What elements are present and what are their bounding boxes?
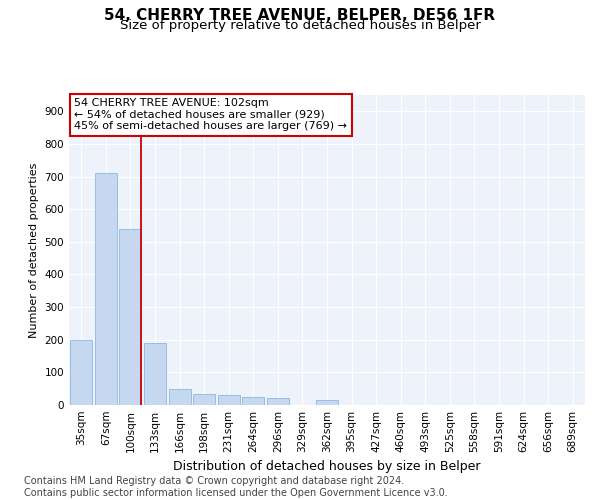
Text: Contains HM Land Registry data © Crown copyright and database right 2024.
Contai: Contains HM Land Registry data © Crown c… bbox=[24, 476, 448, 498]
Bar bbox=[218, 395, 240, 405]
Bar bbox=[169, 388, 191, 405]
Bar bbox=[95, 174, 117, 405]
Bar bbox=[144, 343, 166, 405]
Text: 54, CHERRY TREE AVENUE, BELPER, DE56 1FR: 54, CHERRY TREE AVENUE, BELPER, DE56 1FR bbox=[104, 8, 496, 22]
Text: Size of property relative to detached houses in Belper: Size of property relative to detached ho… bbox=[119, 19, 481, 32]
Bar bbox=[193, 394, 215, 405]
Bar bbox=[242, 397, 265, 405]
Bar bbox=[267, 398, 289, 405]
Bar bbox=[119, 229, 142, 405]
Bar bbox=[70, 340, 92, 405]
X-axis label: Distribution of detached houses by size in Belper: Distribution of detached houses by size … bbox=[173, 460, 481, 473]
Text: 54 CHERRY TREE AVENUE: 102sqm
← 54% of detached houses are smaller (929)
45% of : 54 CHERRY TREE AVENUE: 102sqm ← 54% of d… bbox=[74, 98, 347, 132]
Y-axis label: Number of detached properties: Number of detached properties bbox=[29, 162, 39, 338]
Bar bbox=[316, 400, 338, 405]
